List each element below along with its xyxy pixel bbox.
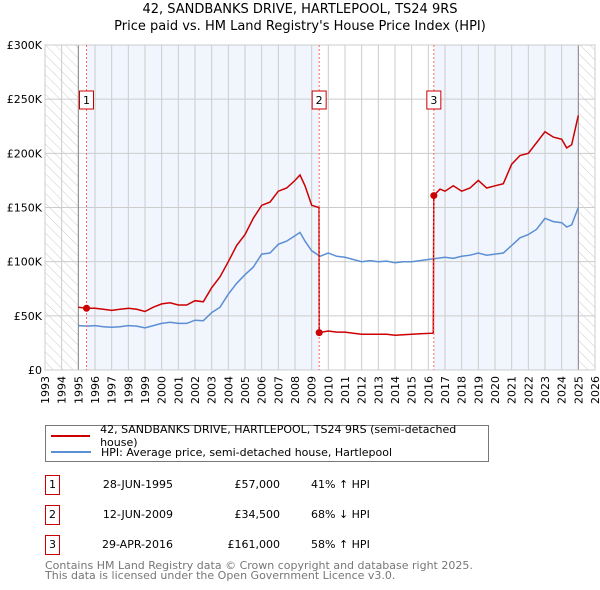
transaction-price: £57,000 xyxy=(234,478,281,491)
x-tick-label: 1994 xyxy=(56,376,69,404)
legend-item-property: 42, SANDBANKS DRIVE, HARTLEPOOL, TS24 9R… xyxy=(46,423,488,449)
hpi-line xyxy=(78,207,580,329)
sale-label: 2 xyxy=(316,94,323,107)
x-tick-label: 2006 xyxy=(256,376,269,404)
x-tick-label: 2003 xyxy=(206,376,219,404)
x-tick-label: 1995 xyxy=(72,376,85,404)
transaction-row: 1 28-JUN-1995 £57,000 41% ↑ HPI xyxy=(45,475,495,495)
y-tick-label: £150K xyxy=(7,202,43,215)
sale-label: 3 xyxy=(430,94,437,107)
legend-item-hpi: HPI: Average price, semi-detached house,… xyxy=(46,444,392,460)
sale-point xyxy=(315,329,323,337)
x-tick-label: 1999 xyxy=(139,376,152,404)
y-tick-label: £300K xyxy=(7,39,43,52)
sale-label-box xyxy=(426,90,442,110)
y-tick-label: £200K xyxy=(7,147,43,160)
x-tick-label: 2005 xyxy=(239,376,252,404)
legend-label: 42, SANDBANKS DRIVE, HARTLEPOOL, TS24 9R… xyxy=(100,423,457,449)
x-tick-label: 2025 xyxy=(572,376,585,404)
y-tick-label: £0 xyxy=(28,364,42,377)
x-tick-label: 2014 xyxy=(389,376,402,404)
sale-label-box xyxy=(79,90,94,110)
legend-label: HPI: Average price, semi-detached house,… xyxy=(101,445,393,459)
sale-point xyxy=(430,192,438,200)
x-tick-label: 2007 xyxy=(272,376,285,404)
transaction-date: 28-JUN-1995 xyxy=(102,478,173,491)
transaction-price: £161,000 xyxy=(227,538,281,551)
y-tick-label: £100K xyxy=(7,256,43,269)
x-tick-label: 2018 xyxy=(456,376,469,404)
transaction-row: 2 12-JUN-2009 £34,500 68% ↓ HPI xyxy=(45,505,495,525)
transaction-hpi: 68% ↓ HPI xyxy=(311,508,370,521)
x-tick-label: 1993 xyxy=(39,376,52,404)
footer-copyright: Contains HM Land Registry data © Crown c… xyxy=(45,559,473,572)
x-tick-label: 2008 xyxy=(289,376,302,404)
transaction-row: 3 29-APR-2016 £161,000 58% ↑ HPI xyxy=(45,535,495,555)
x-tick-label: 2000 xyxy=(156,376,169,404)
y-tick-label: £50K xyxy=(14,310,43,323)
x-tick-label: 2017 xyxy=(439,376,452,404)
x-tick-label: 2019 xyxy=(472,376,485,404)
chart-subtitle: Price paid vs. HM Land Registry's House … xyxy=(114,19,486,34)
x-tick-label: 2010 xyxy=(322,376,335,404)
transaction-hpi: 41% ↑ HPI xyxy=(311,478,370,491)
footer-licence: This data is licensed under the Open Gov… xyxy=(45,569,396,582)
legend-swatch-red xyxy=(51,435,91,437)
legend: 42, SANDBANKS DRIVE, HARTLEPOOL, TS24 9R… xyxy=(45,423,489,462)
x-tick-label: 2009 xyxy=(306,376,319,404)
x-tick-label: 2004 xyxy=(222,376,235,404)
x-tick-label: 1996 xyxy=(89,376,102,404)
x-tick-label: 2012 xyxy=(356,376,369,404)
sale-point xyxy=(83,304,90,312)
x-tick-label: 2002 xyxy=(189,376,202,404)
chart-title: 42, SANDBANKS DRIVE, HARTLEPOOL, TS24 9R… xyxy=(142,2,458,17)
price-chart: 1993 1994 1995 1996 1997 1998 1999 2000 2001 2002… xyxy=(7,39,600,404)
x-tick-label: 2026 xyxy=(589,376,600,404)
transaction-date: 29-APR-2016 xyxy=(101,538,173,551)
plot-border xyxy=(44,44,596,371)
x-tick-label: 2013 xyxy=(372,376,385,404)
transaction-price: £34,500 xyxy=(234,508,281,521)
x-tick-label: 2024 xyxy=(556,376,569,404)
price-paid-line xyxy=(78,115,580,337)
x-tick-label: 2021 xyxy=(506,376,519,404)
x-tick-label: 1997 xyxy=(106,376,119,404)
sale-label: 1 xyxy=(83,94,90,107)
y-tick-label: £250K xyxy=(7,93,43,106)
transaction-marker: 2 xyxy=(45,505,60,525)
x-tick-label: 2022 xyxy=(522,376,535,404)
x-tick-label: 2011 xyxy=(339,376,352,404)
transaction-marker: 1 xyxy=(45,475,60,495)
legend-swatch-blue xyxy=(51,451,91,453)
x-tick-label: 1998 xyxy=(122,376,135,404)
transaction-marker: 3 xyxy=(45,535,60,555)
x-tick-label: 2001 xyxy=(172,376,185,404)
x-tick-label: 2020 xyxy=(489,376,502,404)
transaction-date: 12-JUN-2009 xyxy=(102,508,173,521)
x-tick-label: 2015 xyxy=(406,376,419,404)
x-tick-label: 2016 xyxy=(422,376,435,404)
sale-label-box xyxy=(311,90,327,110)
x-tick-label: 2023 xyxy=(539,376,552,404)
transaction-hpi: 58% ↑ HPI xyxy=(311,538,370,551)
